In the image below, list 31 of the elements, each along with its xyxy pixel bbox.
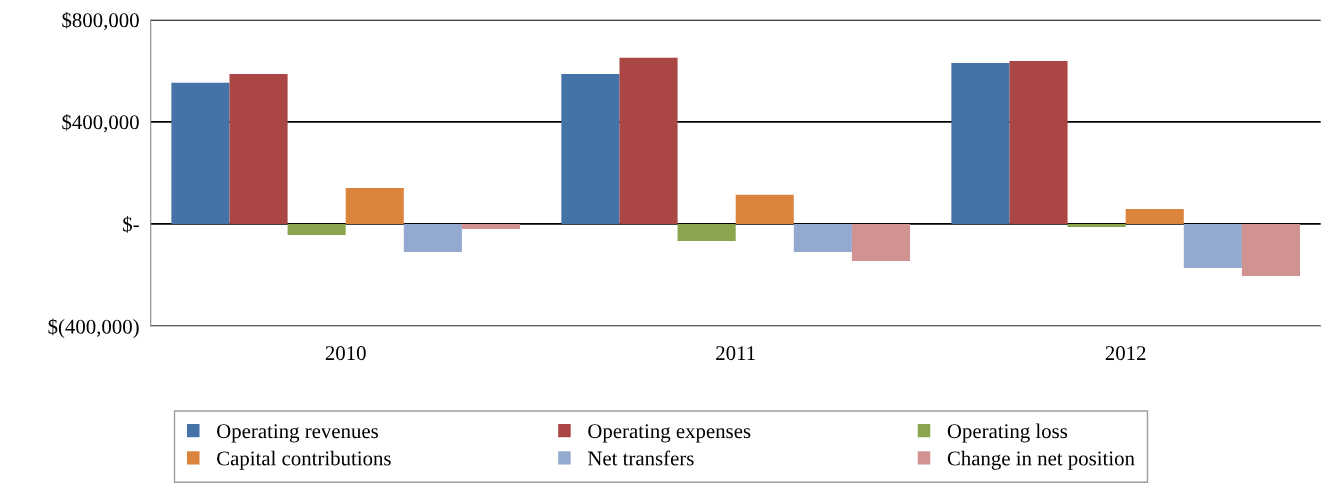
bar xyxy=(171,82,230,224)
legend-label: Operating expenses xyxy=(588,424,751,443)
bar xyxy=(1125,208,1184,224)
bar xyxy=(1009,60,1068,224)
bar xyxy=(677,223,736,242)
y-tick-label: $- xyxy=(123,216,139,233)
y-tick-label: $800,000 xyxy=(62,11,139,31)
bar xyxy=(1241,223,1301,277)
legend-label: Change in net position xyxy=(947,450,1135,470)
bar xyxy=(287,223,346,235)
legend-label: Operating loss xyxy=(947,423,1068,443)
bar xyxy=(561,73,620,224)
y-tick-label: $(400,000) xyxy=(48,318,139,338)
bar xyxy=(345,187,404,224)
bar xyxy=(951,62,1010,224)
legend-label: Net transfers xyxy=(587,450,694,466)
bar xyxy=(619,57,678,224)
bar xyxy=(851,223,911,261)
bar xyxy=(793,223,852,253)
bar xyxy=(403,223,462,253)
legend-label: Operating revenues xyxy=(217,424,378,443)
bar xyxy=(461,223,521,230)
x-tick-label: 2011 xyxy=(716,346,755,361)
x-tick-label: 2010 xyxy=(325,346,366,361)
x-tick-label: 2012 xyxy=(1105,346,1146,361)
y-tick-label: $400,000 xyxy=(62,114,139,133)
legend-label: Capital contributions xyxy=(217,450,391,470)
bar xyxy=(229,73,288,224)
bar xyxy=(1183,223,1242,269)
bar xyxy=(735,194,794,224)
bar xyxy=(1067,223,1126,228)
